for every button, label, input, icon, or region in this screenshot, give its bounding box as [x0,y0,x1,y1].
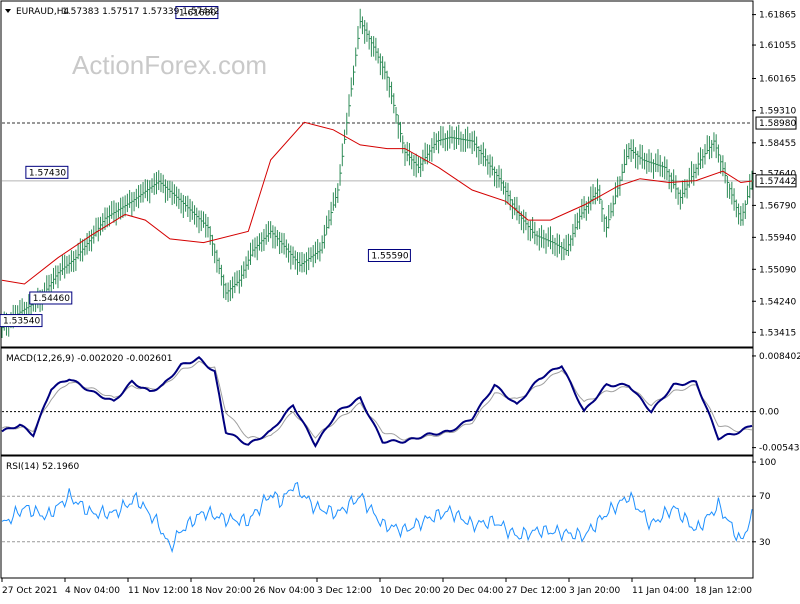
price-y-tick-label: 1.61055 [759,41,796,51]
price-layer: 1.61680 1.57430 1.54460 1.55590 1.53540 [0,6,754,339]
axis-layer: 1.618651.610551.601651.593101.584551.576… [1,11,800,596]
rsi-line [1,481,753,554]
macd-panel [0,347,754,456]
x-tick-label: 18 Nov 20:00 [191,586,252,596]
price-annotation-box [367,249,411,263]
current-price-label: 1.57442 [759,177,796,187]
price-annotation-label: 1.53540 [3,317,40,327]
price-y-tick-label: 1.56790 [759,201,796,211]
price-y-tick-label: 1.61865 [759,11,796,21]
rsi-label: RSI(14) 52.1960 [6,462,79,472]
macd-y-tick-label: 0.00 [759,408,779,418]
price-y-tick-label: 1.54240 [759,297,796,307]
ohlc-values: 1.57383 1.57517 1.57339 1.57442 [62,7,219,17]
rsi-panel [0,455,754,579]
x-tick-label: 26 Nov 04:00 [254,586,315,596]
symbol-collapse-icon[interactable] [5,9,11,13]
macd-line [1,356,753,448]
x-tick-label: 10 Dec 20:00 [380,586,441,596]
macd-layer [1,356,753,448]
x-tick-label: 18 Jan 12:00 [695,586,752,596]
level-price-box [755,116,797,130]
price-annotation-box [0,314,43,328]
price-y-tick-label: 1.55090 [759,265,796,275]
macd-y-tick-label: -0.005436 [759,444,800,454]
x-tick-label: 4 Nov 04:00 [65,586,120,596]
x-tick-label: 27 Dec 12:00 [506,586,567,596]
price-annotation-label: 1.54460 [33,294,70,304]
price-annotation-label: 1.57430 [29,168,66,178]
price-panel [0,0,754,348]
x-tick-label: 27 Oct 2021 [2,586,58,596]
rsi-y-tick-label: 100 [759,458,776,468]
level-price-label: 1.58980 [759,119,796,129]
price-y-tick-label: 1.60165 [759,75,796,85]
current-price-box [755,174,797,188]
x-tick-label: 3 Dec 12:00 [317,586,372,596]
price-annotation-box [25,165,69,179]
rsi-layer [1,481,753,554]
macd-y-tick-label: 0.008402 [759,352,800,362]
price-annotation-label: 1.55590 [371,252,408,262]
x-tick-label: 11 Nov 12:00 [128,586,189,596]
price-y-tick-label: 1.55940 [759,233,796,243]
rsi-y-tick-label: 70 [759,492,771,502]
price-annotation-box [29,291,73,305]
rsi-y-tick-label: 30 [759,538,771,548]
price-y-tick-label: 1.59310 [759,107,796,117]
price-annotation-label: 1.61680 [179,9,216,19]
price-annotation-box [175,6,219,20]
price-y-tick-label: 1.53415 [759,328,796,338]
price-y-tick-label: 1.58455 [759,139,796,149]
macd-label: MACD(12,26,9) -0.002020 -0.002601 [6,354,172,364]
macd-signal-line [1,360,753,441]
x-tick-label: 20 Dec 04:00 [443,586,504,596]
x-tick-label: 3 Jan 20:00 [569,586,621,596]
x-tick-label: 11 Jan 04:00 [632,586,689,596]
moving-average-line [1,121,753,285]
symbol-label: EURAUD,H4 [16,7,69,17]
watermark: ActionForex.com [72,50,267,80]
